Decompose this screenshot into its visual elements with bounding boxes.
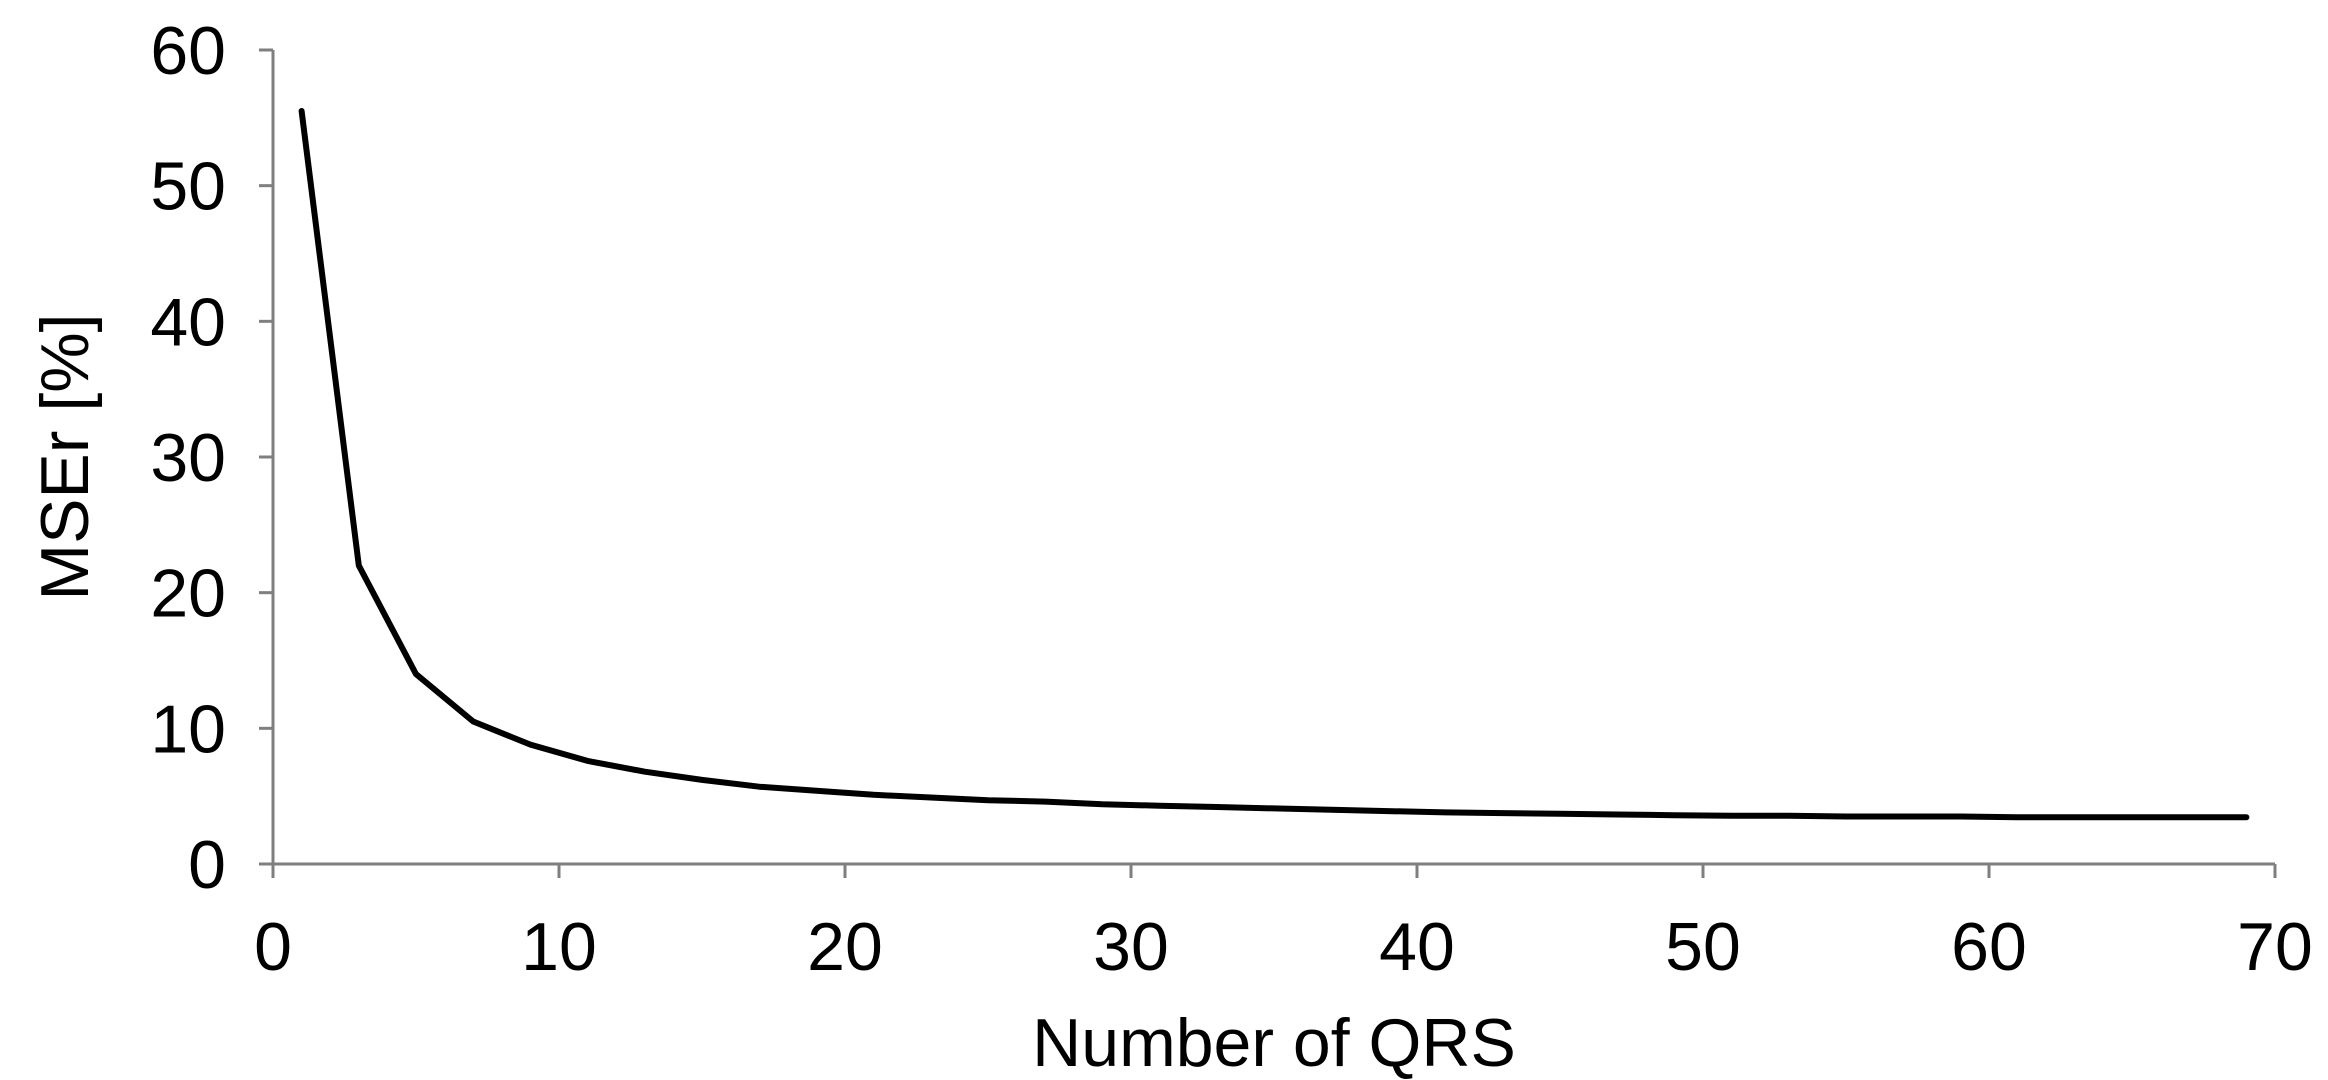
y-axis-title: MSEr [%] bbox=[27, 313, 103, 600]
series-line-0 bbox=[298, 108, 2250, 821]
y-tick-label: 30 bbox=[150, 420, 226, 496]
x-tick-label: 60 bbox=[1951, 909, 2027, 985]
x-tick-label: 0 bbox=[254, 909, 292, 985]
x-tick-label: 40 bbox=[1379, 909, 1455, 985]
y-tick-label: 20 bbox=[150, 556, 226, 632]
x-ticks: 0 10 20 30 40 50 60 70 bbox=[254, 864, 2313, 985]
series bbox=[298, 108, 2250, 821]
axes bbox=[271, 50, 2275, 866]
y-ticks: 0 10 20 30 40 50 60 bbox=[150, 13, 273, 903]
x-tick-label: 30 bbox=[1093, 909, 1169, 985]
y-tick-label: 10 bbox=[150, 691, 226, 767]
y-tick-label: 0 bbox=[188, 827, 226, 903]
x-axis-title: Number of QRS bbox=[1032, 1005, 1516, 1080]
y-tick-label: 40 bbox=[150, 284, 226, 360]
y-tick-label: 60 bbox=[150, 13, 226, 89]
x-tick-label: 20 bbox=[807, 909, 883, 985]
x-tick-label: 10 bbox=[521, 909, 597, 985]
y-tick-label: 50 bbox=[150, 149, 226, 225]
x-tick-label: 50 bbox=[1665, 909, 1741, 985]
x-tick-label: 70 bbox=[2237, 909, 2313, 985]
